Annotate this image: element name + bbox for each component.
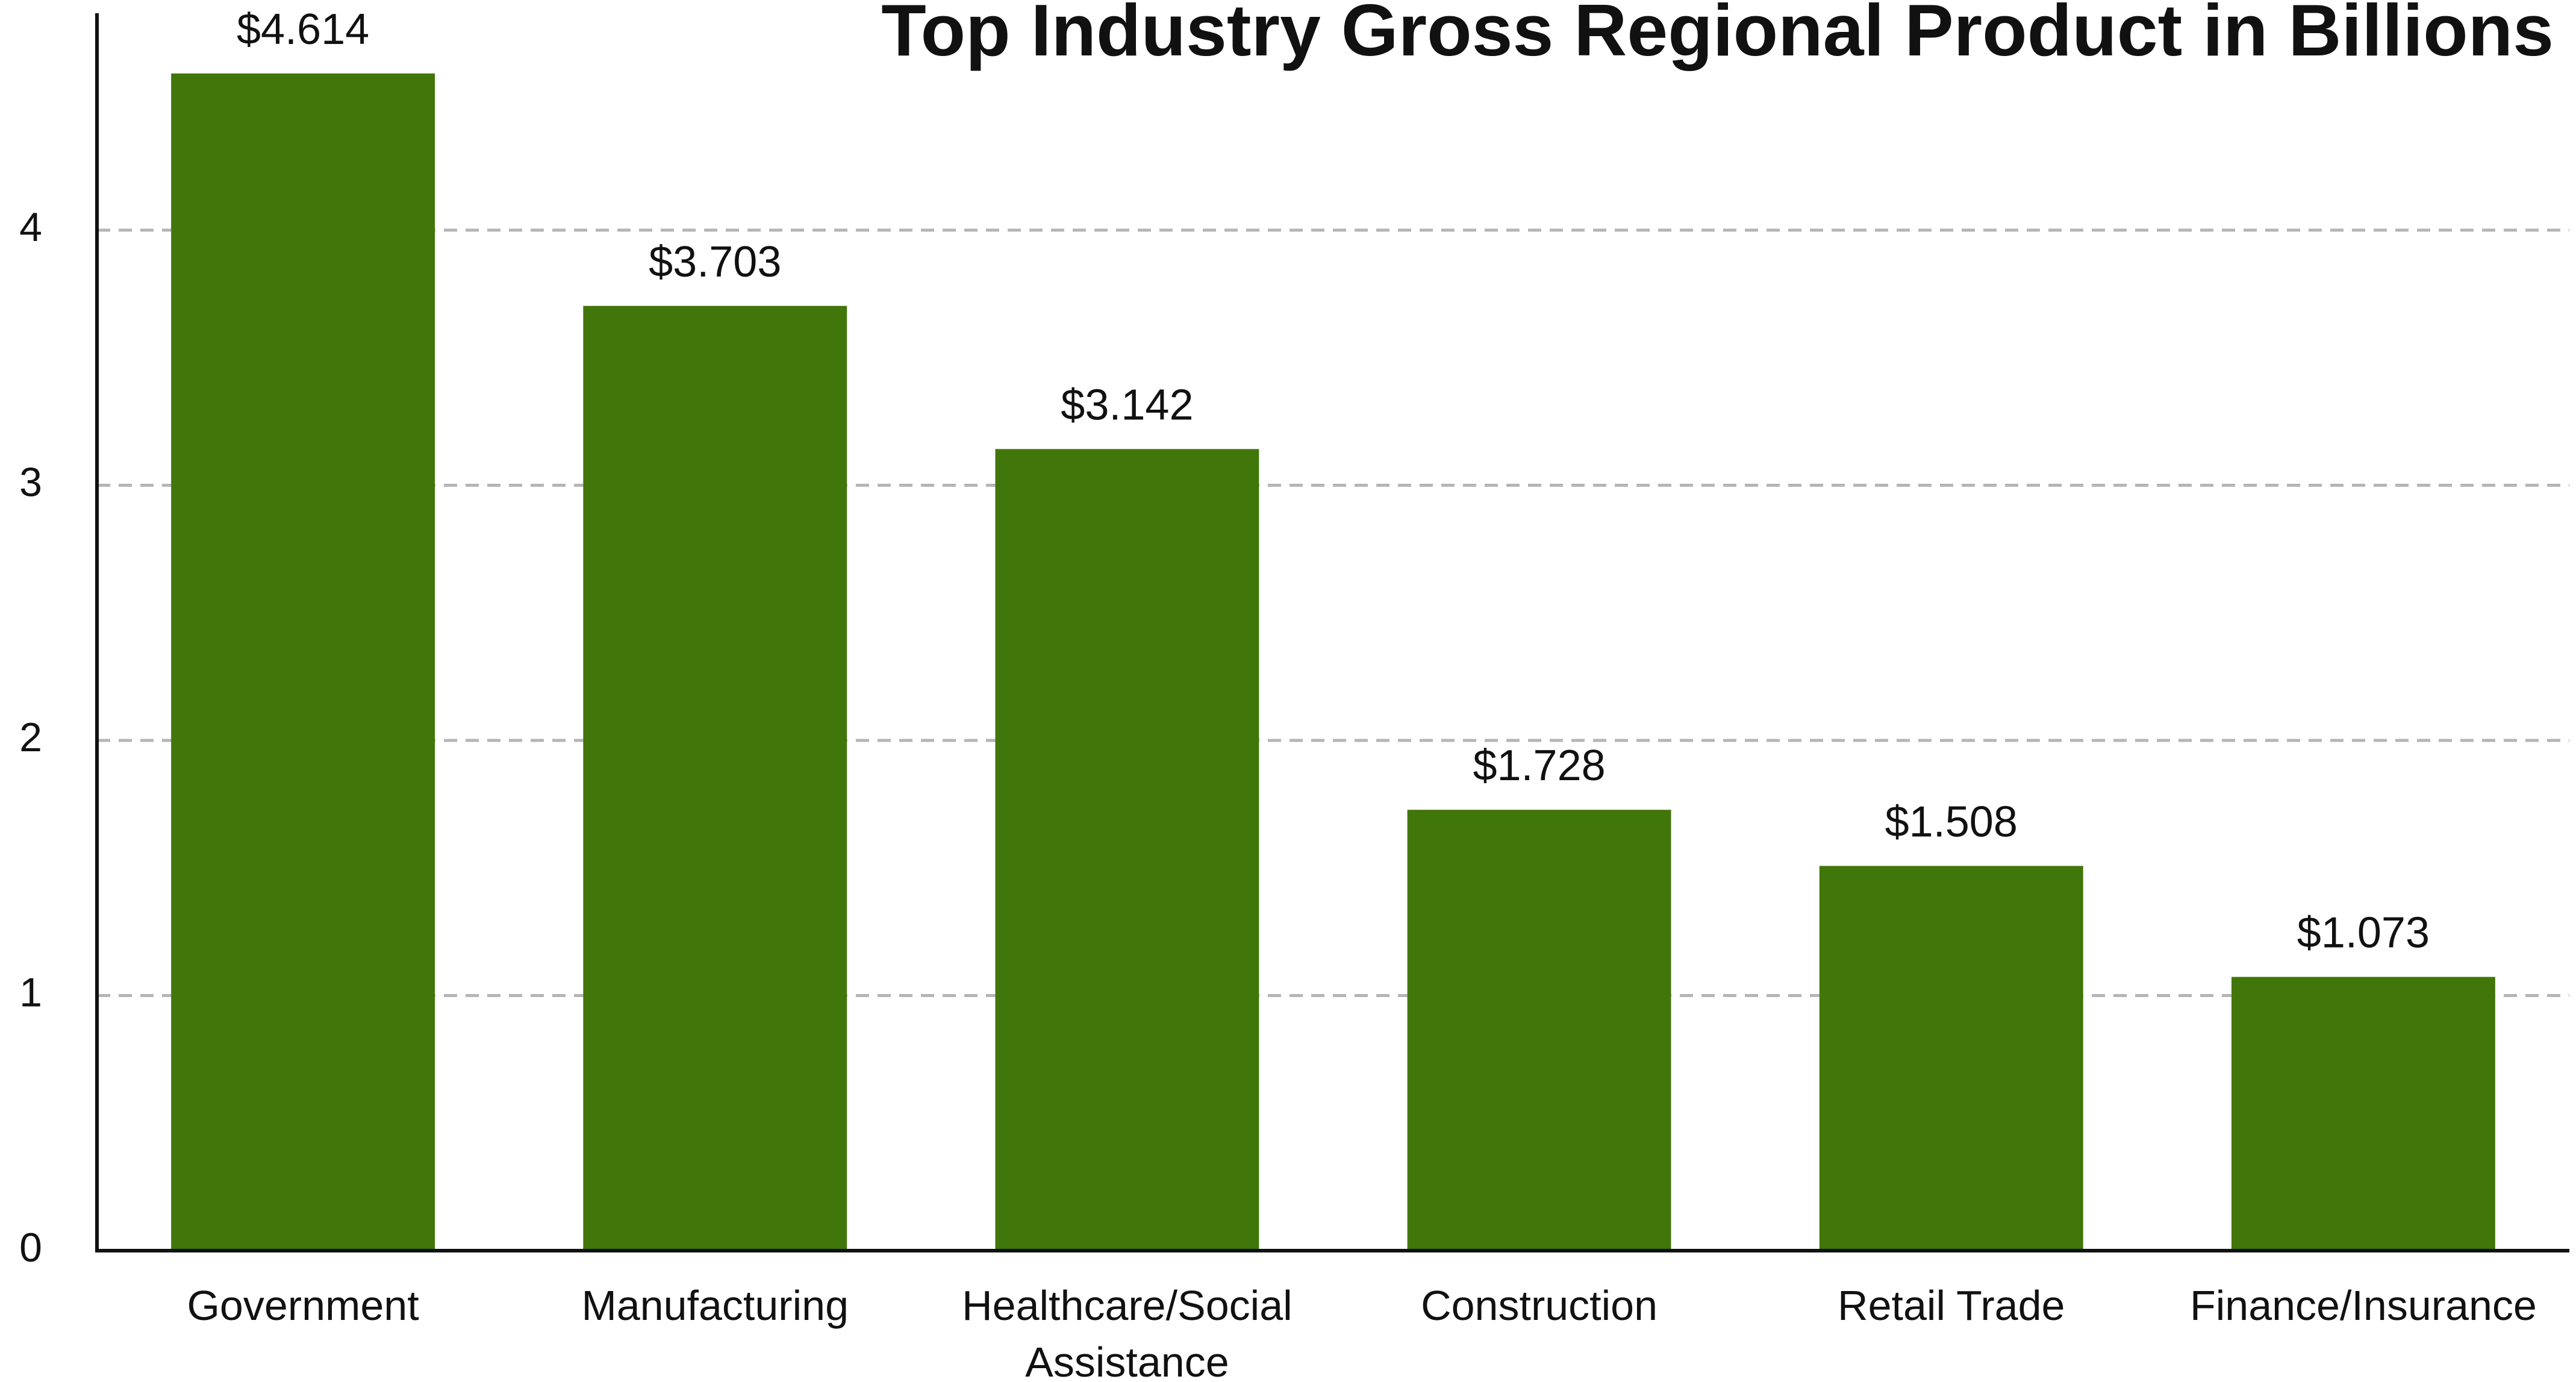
- y-tick-label: 3: [19, 459, 42, 505]
- bar: [1407, 810, 1671, 1251]
- bar: [583, 305, 847, 1251]
- value-label: $3.703: [649, 238, 781, 286]
- value-label: $1.508: [1885, 798, 2018, 846]
- value-label: $4.614: [237, 5, 369, 54]
- y-tick-label: 2: [19, 714, 42, 760]
- x-tick-label: Finance/Insurance: [2189, 1282, 2537, 1329]
- x-tick-label: Retail Trade: [1838, 1282, 2065, 1329]
- y-tick-label: 4: [19, 204, 42, 250]
- x-tick-label: Healthcare/Social Assistance: [962, 1282, 1293, 1382]
- value-label: $1.728: [1473, 742, 1605, 790]
- bar: [2231, 977, 2495, 1251]
- y-tick-label: 1: [19, 969, 42, 1015]
- bar: [171, 73, 435, 1251]
- x-tick-label: Manufacturing: [581, 1282, 849, 1329]
- bar: [995, 449, 1259, 1251]
- bar: [1819, 866, 2083, 1251]
- value-label: $3.142: [1061, 381, 1193, 429]
- x-tick-label: Government: [187, 1282, 419, 1329]
- value-label: $1.073: [2297, 909, 2430, 957]
- x-tick-label: Construction: [1421, 1282, 1658, 1329]
- y-tick-label: 0: [19, 1225, 42, 1271]
- chart-title: Top Industry Gross Regional Product in B…: [881, 0, 2554, 71]
